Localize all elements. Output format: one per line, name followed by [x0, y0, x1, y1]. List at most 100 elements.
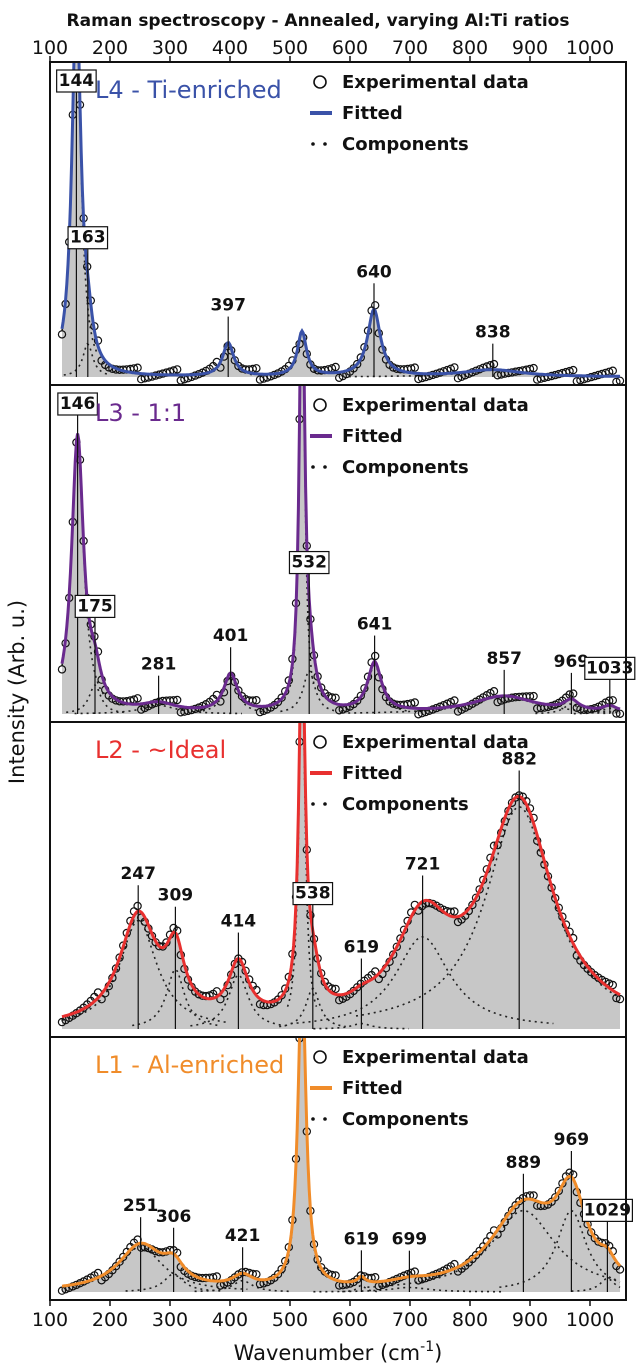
component-area — [62, 722, 620, 1029]
bottom-tick-label: 900 — [512, 1309, 548, 1331]
y-axis-label: Intensity (Arb. u.) — [5, 600, 29, 784]
top-tick-label: 500 — [272, 37, 308, 59]
panel-1-labels: 144 163 397 640 838 — [56, 69, 511, 377]
peak-label-box — [288, 550, 330, 575]
component-area — [62, 385, 620, 714]
experimental-point — [551, 1193, 560, 1202]
legend-marker-components — [323, 142, 327, 146]
bottom-tick-label: 400 — [212, 1309, 248, 1331]
peak-label: 421 — [225, 1226, 261, 1246]
panel-4-title: L1 - Al-enriched — [95, 1051, 284, 1079]
fitted-curve — [60, 62, 621, 378]
peak-label: 306 — [156, 1207, 192, 1227]
component-curve-6 — [280, 669, 339, 713]
component-curve-6 — [313, 1286, 505, 1293]
legend-marker-experimental — [313, 1050, 327, 1064]
x-axis-label-close: ) — [434, 1341, 442, 1365]
experimental-point — [252, 696, 261, 705]
experimental-point — [410, 698, 419, 707]
experimental-point — [529, 363, 538, 373]
legend-marker-components — [311, 465, 315, 469]
experimental-point — [392, 942, 401, 952]
panel-1-legend: Experimental data Fitted Components — [310, 72, 529, 155]
experimental-point — [57, 665, 67, 674]
peak-label: 969 — [554, 652, 590, 672]
peak-label: 721 — [405, 854, 441, 874]
legend-marker-components — [311, 142, 315, 146]
panels-group: 144 163 397 640 838 L4 - Ti-enriched Experimen… — [56, 62, 636, 1295]
component-curve-10 — [573, 707, 620, 715]
peak-label: 838 — [475, 323, 511, 343]
experimental-point — [569, 689, 578, 698]
experimental-point — [615, 994, 625, 1004]
bottom-tick-label: 500 — [272, 1309, 308, 1331]
peak-label: 969 — [554, 1130, 590, 1150]
peak-label-box — [56, 69, 97, 93]
experimental-point — [371, 301, 380, 310]
legend-entry: Components — [342, 134, 469, 155]
peak-label-box — [581, 1198, 634, 1222]
legend-entry: Components — [342, 794, 469, 815]
peak-label: 144 — [59, 71, 95, 91]
legend-entry: Components — [342, 1109, 469, 1130]
experimental-point — [252, 364, 261, 373]
component-curve-9 — [535, 703, 608, 715]
experimental-point — [331, 362, 340, 372]
panel-2-title: L3 - 1:1 — [95, 399, 186, 427]
peak-label: 699 — [392, 1230, 428, 1250]
legend-entry: Experimental data — [342, 1047, 529, 1068]
experimental-point — [277, 991, 286, 1000]
experimental-point — [414, 710, 423, 719]
panel-2 — [57, 287, 625, 719]
peak-label: 1029 — [584, 1200, 631, 1220]
bottom-tick-label: 800 — [452, 1309, 488, 1331]
experimental-point — [255, 707, 265, 717]
panel-4-legend: Experimental data Fitted Components — [310, 1047, 529, 1130]
legend-entry: Experimental data — [342, 395, 529, 416]
bottom-tick-label: 200 — [92, 1309, 128, 1331]
peak-label: 251 — [123, 1196, 159, 1216]
panel-3 — [57, 722, 625, 1030]
legend-entry: Fitted — [342, 763, 403, 784]
experimental-point — [331, 984, 340, 994]
axes-group: 100 100 200 200 300 300 400 400 500 500 600 600 700 7… — [32, 37, 627, 1331]
top-tick-label: 700 — [392, 37, 428, 59]
panel-3-legend: Experimental data Fitted Components — [310, 732, 529, 815]
panel-1 — [57, 62, 625, 385]
experimental-point — [569, 365, 578, 375]
legend-marker-components — [311, 802, 315, 806]
experimental-point — [133, 694, 142, 703]
experimental-point — [133, 363, 142, 372]
peak-label: 175 — [77, 596, 113, 616]
bottom-tick-label: 300 — [152, 1309, 188, 1331]
legend-entry: Components — [342, 457, 469, 478]
legend-marker-experimental — [313, 735, 327, 749]
peak-label: 401 — [213, 626, 249, 646]
top-tick-label: 200 — [92, 37, 128, 59]
experimental-point — [450, 696, 459, 705]
legend-entry: Experimental data — [342, 732, 529, 753]
experimental-point — [300, 287, 307, 294]
experimental-point — [172, 365, 182, 374]
peak-label: 640 — [356, 262, 392, 282]
legend-marker-experimental — [313, 398, 327, 412]
top-tick-label: 1000 — [566, 37, 614, 59]
top-tick-label: 800 — [452, 37, 488, 59]
legend-marker-components — [323, 465, 327, 469]
peak-label: 882 — [501, 749, 537, 769]
panel-3-title: L2 - ~Ideal — [95, 736, 226, 764]
experimental-point — [612, 993, 621, 1003]
peak-label: 889 — [506, 1153, 542, 1173]
peak-label: 247 — [120, 864, 156, 884]
peak-label-box — [67, 226, 109, 250]
experimental-point — [353, 359, 362, 369]
legend-entry: Fitted — [342, 103, 403, 124]
peak-label-box — [57, 392, 98, 416]
peak-label: 532 — [291, 553, 327, 573]
peak-label: 414 — [221, 912, 257, 932]
component-curve-8 — [348, 695, 620, 714]
component-curve-9 — [571, 1277, 621, 1292]
panel-2-legend: Experimental data Fitted Components — [310, 395, 529, 478]
x-axis-label-main: Wavenumber (cm — [234, 1341, 420, 1365]
